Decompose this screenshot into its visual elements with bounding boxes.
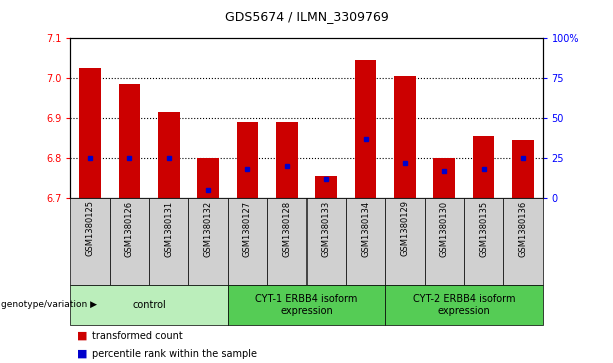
Text: GSM1380125: GSM1380125 [86, 200, 94, 256]
Bar [385, 285, 543, 325]
Bar [315, 176, 337, 198]
Text: transformed count: transformed count [92, 331, 183, 341]
Bar [394, 76, 416, 198]
Bar [79, 68, 101, 198]
Text: GSM1380128: GSM1380128 [283, 200, 291, 257]
Text: GSM1380130: GSM1380130 [440, 200, 449, 257]
Bar [70, 198, 110, 285]
Text: genotype/variation ▶: genotype/variation ▶ [1, 301, 97, 309]
Bar [355, 60, 376, 198]
Bar [503, 198, 543, 285]
Bar [385, 198, 424, 285]
Bar [473, 136, 494, 198]
Bar [306, 198, 346, 285]
Bar [119, 84, 140, 198]
Text: percentile rank within the sample: percentile rank within the sample [92, 349, 257, 359]
Bar [70, 285, 228, 325]
Text: GSM1380133: GSM1380133 [322, 200, 330, 257]
Bar [197, 158, 219, 198]
Text: GSM1380135: GSM1380135 [479, 200, 488, 257]
Text: CYT-1 ERBB4 isoform
expression: CYT-1 ERBB4 isoform expression [255, 294, 358, 316]
Text: ■: ■ [77, 349, 91, 359]
Bar [149, 198, 189, 285]
Text: ■: ■ [77, 331, 91, 341]
Bar [433, 158, 455, 198]
Bar [110, 198, 149, 285]
Bar [464, 198, 503, 285]
Bar [267, 198, 306, 285]
Bar [189, 198, 228, 285]
Text: GSM1380131: GSM1380131 [164, 200, 173, 257]
Text: GSM1380129: GSM1380129 [400, 200, 409, 256]
Text: control: control [132, 300, 166, 310]
Text: GSM1380126: GSM1380126 [125, 200, 134, 257]
Text: GSM1380132: GSM1380132 [204, 200, 213, 257]
Bar [228, 285, 385, 325]
Text: CYT-2 ERBB4 isoform
expression: CYT-2 ERBB4 isoform expression [413, 294, 515, 316]
Bar [228, 198, 267, 285]
Bar [346, 198, 385, 285]
Text: GSM1380136: GSM1380136 [519, 200, 527, 257]
Bar [158, 112, 180, 198]
Bar [512, 140, 534, 198]
Bar [276, 122, 298, 198]
Bar [237, 122, 258, 198]
Text: GSM1380127: GSM1380127 [243, 200, 252, 257]
Text: GDS5674 / ILMN_3309769: GDS5674 / ILMN_3309769 [224, 10, 389, 23]
Text: GSM1380134: GSM1380134 [361, 200, 370, 257]
Bar [424, 198, 464, 285]
